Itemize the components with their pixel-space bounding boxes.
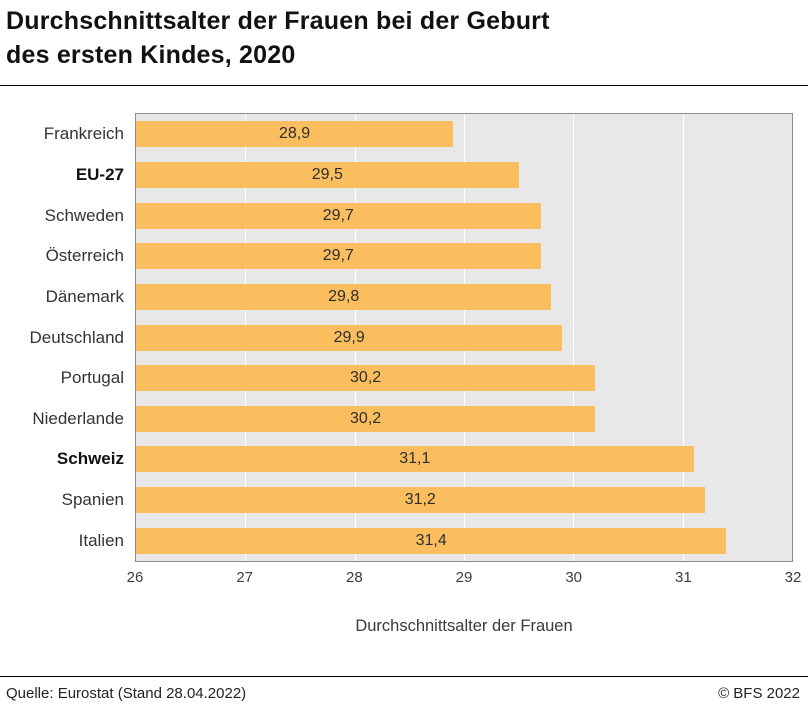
plot-wrap: 28,9 29,5 29,7 29,7 29,8 29,9 30,2 30,2 31,1 31,2… — [127, 113, 802, 636]
bar-niederlande: 30,2 — [136, 405, 596, 432]
category-label-niederlande: Niederlande — [32, 408, 124, 428]
bar-row: 29,9 — [136, 317, 792, 358]
category-label-portugal: Portugal — [60, 368, 124, 388]
bar-value-label: 28,9 — [278, 125, 311, 143]
bar-value-label: 30,2 — [350, 409, 382, 427]
gridline-30 — [573, 114, 575, 561]
bar-value-label: 31,4 — [415, 531, 447, 549]
bar-row: 30,2 — [136, 358, 792, 399]
category-label-d-nemark: Dänemark — [45, 286, 124, 306]
plot-area: 28,9 29,5 29,7 29,7 29,8 29,9 30,2 30,2 31,1 31,2… — [135, 113, 793, 562]
footer: Quelle: Eurostat (Stand 28.04.2022) © BF… — [0, 676, 808, 711]
category-label-schweiz: Schweiz — [56, 449, 124, 469]
bar-value-label: 29,8 — [328, 287, 360, 305]
bar-value-label: 29,7 — [322, 247, 354, 265]
category-label-italien: Italien — [78, 530, 124, 550]
bar-row: 30,2 — [136, 398, 792, 439]
category-label-spanien: Spanien — [61, 490, 124, 510]
bar-frankreich: 28,9 — [136, 121, 454, 148]
x-tick-30: 30 — [565, 569, 582, 586]
bar-d-nemark: 29,8 — [136, 283, 552, 310]
bar-chart: Frankreich EU-27 Schweden Österreich Dänemar… — [0, 113, 802, 636]
x-tick-27: 27 — [236, 569, 253, 586]
x-tick-29: 29 — [455, 569, 473, 586]
x-tick-26: 26 — [126, 569, 144, 586]
bar-deutschland: 29,9 — [136, 324, 563, 351]
category-label-deutschland: Deutschland — [29, 327, 124, 347]
bar-value-label: 29,5 — [311, 165, 343, 183]
chart-title-line1: Durchschnittsalter der Frauen bei der Ge… — [6, 7, 550, 35]
bar-row: 29,7 — [136, 195, 792, 236]
source-note: Quelle: Eurostat (Stand 28.04.2022) — [6, 685, 247, 702]
bar-schweden: 29,7 — [136, 202, 541, 229]
chart-title-line2: des ersten Kindes, 2020 — [6, 41, 296, 69]
bar-row: 31,1 — [136, 439, 792, 480]
bar-row: 29,8 — [136, 277, 792, 318]
bar-row: 28,9 — [136, 114, 792, 155]
bar-spanien: 31,2 — [136, 487, 705, 514]
bar-row: 29,5 — [136, 155, 792, 196]
title-divider — [0, 85, 808, 86]
bar-row: 29,7 — [136, 236, 792, 277]
x-tick-31: 31 — [674, 569, 692, 586]
bar-value-label: 29,9 — [333, 328, 365, 346]
bar-row: 31,4 — [136, 520, 792, 561]
bar-value-label: 31,1 — [399, 450, 431, 468]
category-label--sterreich: Österreich — [45, 246, 124, 266]
bar--sterreich: 29,7 — [136, 243, 541, 270]
x-axis-ticks: 26 27 28 29 30 31 32 — [127, 569, 802, 591]
chart-title: Durchschnittsalter der Frauen bei der Ge… — [6, 4, 798, 72]
x-tick-32: 32 — [784, 569, 802, 586]
x-tick-28: 28 — [345, 569, 363, 586]
bar-value-label: 30,2 — [350, 369, 382, 387]
copyright-note: © BFS 2022 — [718, 685, 800, 702]
category-label-eu-27: EU-27 — [75, 164, 124, 184]
category-label-schweden: Schweden — [44, 205, 124, 225]
y-axis-labels: Frankreich EU-27 Schweden Österreich Dänemar… — [0, 113, 135, 562]
bar-eu-27: 29,5 — [136, 161, 519, 188]
bar-value-label: 31,2 — [404, 491, 436, 509]
bar-row: 31,2 — [136, 480, 792, 521]
bar-value-label: 29,7 — [322, 206, 354, 224]
category-label-frankreich: Frankreich — [43, 124, 124, 144]
gridline-31 — [682, 114, 684, 561]
bar-schweiz: 31,1 — [136, 446, 694, 473]
bar-italien: 31,4 — [136, 527, 727, 554]
x-axis-title: Durchschnittsalter der Frauen — [355, 617, 573, 635]
bar-portugal: 30,2 — [136, 365, 596, 392]
